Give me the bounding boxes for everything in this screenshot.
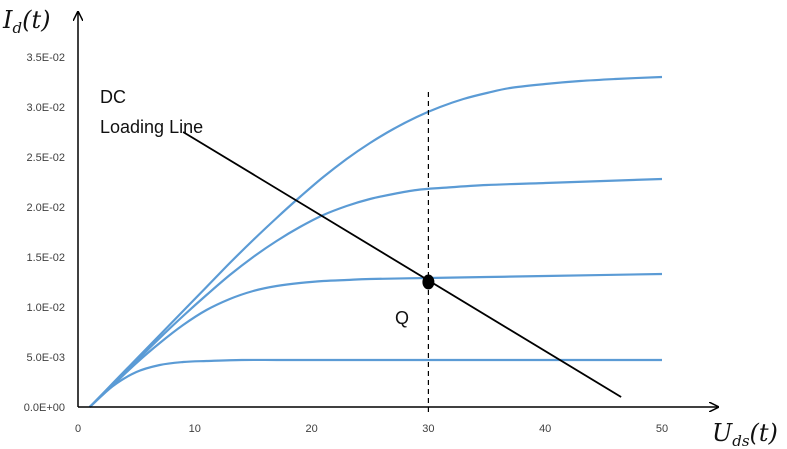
x-tick-label: 50 xyxy=(656,423,668,435)
x-axis-label-sub: ds xyxy=(732,432,750,449)
y-axis-label-sub: d xyxy=(12,19,22,37)
y-tick-label: 3.5E-02 xyxy=(26,52,65,64)
dc-load-line xyxy=(182,131,622,398)
load-line-layer xyxy=(182,131,622,398)
y-tick-label: 5.0E-03 xyxy=(26,352,65,364)
x-axis-label-main: U xyxy=(712,419,733,447)
y-tick-label: 2.5E-02 xyxy=(26,152,65,164)
y-tick-label: 1.0E-02 xyxy=(26,302,65,314)
x-tick-label: 40 xyxy=(539,423,551,435)
q-operating-point xyxy=(422,274,435,290)
x-tick-label: 0 xyxy=(75,423,81,435)
load-line-label-line1: DC xyxy=(100,87,126,107)
load-line-label-line2: Loading Line xyxy=(100,117,203,137)
series-layer xyxy=(88,75,663,408)
q-point-label: Q xyxy=(395,308,409,328)
x-ticks: 0 10 20 30 40 50 xyxy=(75,423,668,435)
series-line-4 xyxy=(88,75,663,408)
y-axis-label: Id(t) xyxy=(2,6,50,37)
q-layer xyxy=(422,92,435,412)
x-tick-label: 30 xyxy=(422,423,434,435)
y-axis-label-main: I xyxy=(2,6,13,34)
y-ticks: 0.0E+00 5.0E-03 1.0E-02 1.5E-02 2.0E-02 2.5E-… xyxy=(24,52,65,414)
series-line-1 xyxy=(88,358,662,408)
y-axis-label-arg: (t) xyxy=(22,6,50,34)
series-line-2 xyxy=(88,272,663,408)
x-tick-label: 10 xyxy=(189,423,201,435)
series-line-3 xyxy=(88,177,663,408)
y-tick-label: 2.0E-02 xyxy=(26,202,65,214)
x-axis-label: Uds(t) xyxy=(712,419,778,449)
y-tick-label: 3.0E-02 xyxy=(26,102,65,114)
y-tick-label: 1.5E-02 xyxy=(26,252,65,264)
x-tick-label: 20 xyxy=(305,423,317,435)
x-axis-label-arg: (t) xyxy=(750,419,778,447)
y-tick-label: 0.0E+00 xyxy=(24,402,65,414)
